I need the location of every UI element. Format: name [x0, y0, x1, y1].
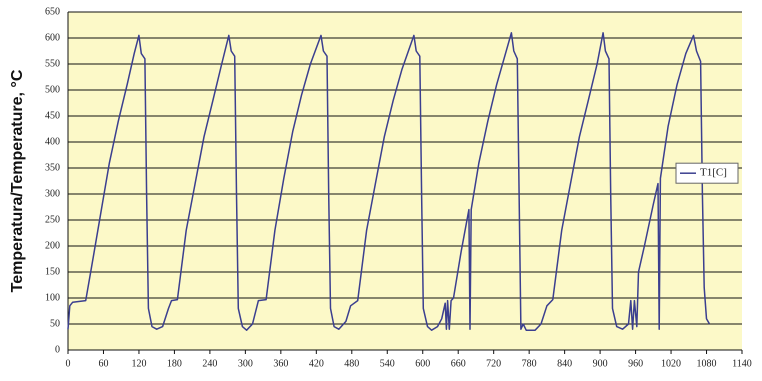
line	[67, 32, 711, 331]
x-tick-label: 780	[522, 358, 537, 369]
x-tick-label: 660	[451, 358, 466, 369]
x-tick-label: 960	[628, 358, 643, 369]
x-tick-label: 600	[415, 358, 430, 369]
x-tick-label: 720	[486, 358, 501, 369]
x-tick-label: 1140	[732, 358, 752, 369]
x-tick-label: 900	[593, 358, 608, 369]
x-tick-label: 540	[380, 358, 395, 369]
y-tick-label: 300	[45, 188, 60, 199]
x-tick-label: 180	[167, 358, 182, 369]
x-tick-label: 120	[131, 358, 146, 369]
y-tick-label: 600	[45, 32, 60, 43]
plot-area	[68, 12, 742, 350]
y-tick-label: 450	[45, 110, 60, 121]
x-tick-label: 300	[238, 358, 253, 369]
y-tick-label: 400	[45, 136, 60, 147]
y-tick-label: 200	[45, 240, 60, 251]
x-tick-label: 420	[309, 358, 324, 369]
y-axis-label: Temperatura/Temperature, °C	[9, 69, 26, 292]
y-tick-label: 350	[45, 162, 60, 173]
x-tick-label: 840	[557, 358, 572, 369]
x-tick-label: 240	[202, 358, 217, 369]
y-tick-label: 500	[45, 84, 60, 95]
y-tick-label: 650	[45, 6, 60, 17]
x-tick-label: 1020	[661, 358, 681, 369]
y-tick-label: 250	[45, 214, 60, 225]
x-tick-label: 60	[98, 358, 108, 369]
legend-box	[675, 162, 739, 184]
y-tick-label: 550	[45, 58, 60, 69]
legend-label: T1[C]	[700, 167, 727, 179]
x-tick-label: 1080	[697, 358, 717, 369]
x-tick-label: 0	[66, 358, 71, 369]
x-tick-label: 360	[273, 358, 288, 369]
y-tick-label: 150	[45, 266, 60, 277]
y-tick-label: 100	[45, 292, 60, 303]
y-tick-label: 0	[55, 344, 60, 355]
x-tick-label: 480	[344, 358, 359, 369]
y-tick-label: 50	[50, 318, 60, 329]
